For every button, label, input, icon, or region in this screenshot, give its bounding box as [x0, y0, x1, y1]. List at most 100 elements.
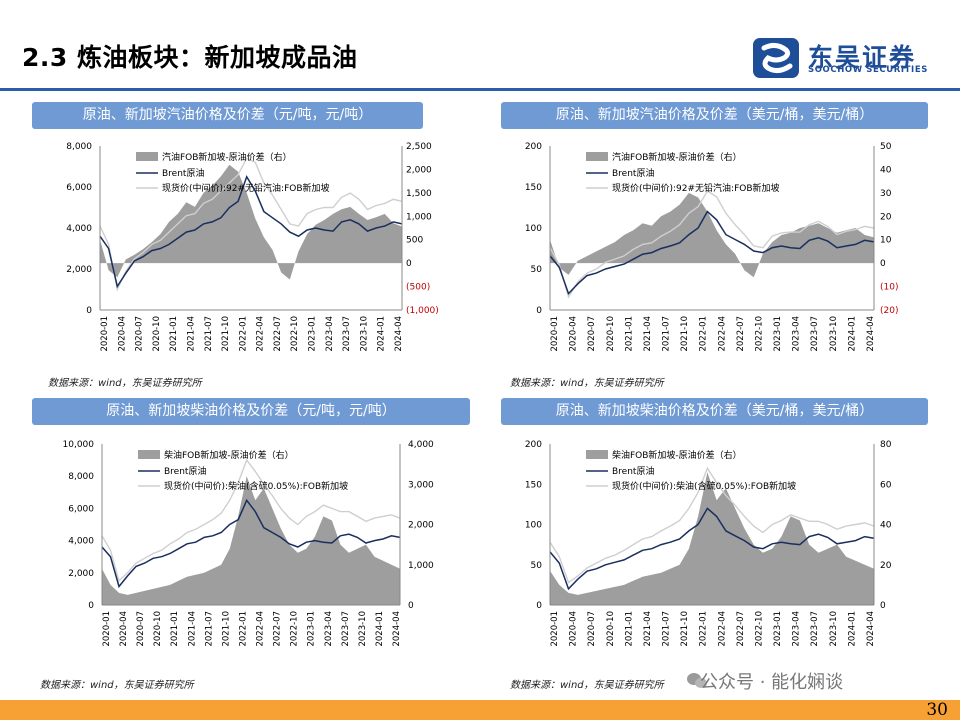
x-tick-label: 2022-10: [290, 316, 300, 352]
x-tick-label: 2021-07: [204, 611, 214, 647]
x-tick-label: 2020-10: [606, 611, 616, 647]
x-tick-label: 2022-10: [754, 611, 764, 647]
x-tick-label: 2020-10: [153, 611, 163, 647]
spread-area-series: [102, 476, 400, 605]
header-divider: [0, 88, 960, 91]
y-right-tick-label: 40: [880, 521, 892, 531]
x-tick-label: 2021-07: [662, 316, 672, 352]
y-left-tick-label: 2,000: [66, 265, 92, 275]
y-right-tick-label: 0: [880, 601, 886, 611]
y-left-tick-label: 4,000: [66, 224, 92, 234]
spread-area-series: [550, 192, 874, 278]
x-tick-label: 2021-10: [680, 316, 690, 352]
x-tick-label: 2022-01: [699, 316, 709, 352]
y-right-tick-label: 4,000: [408, 440, 434, 450]
x-tick-label: 2023-04: [792, 316, 802, 352]
gasoline-cny-chart: 8,000 6,000 4,000 2,000 0 2,500 2,000 1,500 1,00…: [66, 142, 439, 352]
spot-line-series: [99, 157, 403, 292]
legend-brent-label: Brent原油: [612, 167, 654, 179]
x-tick-label: 2022-07: [736, 316, 746, 352]
x-tick-label: 2020-04: [569, 611, 579, 647]
x-tick-label: 2023-04: [324, 611, 334, 647]
y-left-tick-label: 6,000: [68, 504, 94, 514]
x-tick-label: 2024-01: [375, 611, 385, 647]
x-tick-label: 2020-07: [136, 611, 146, 647]
y-right-tick-label: 2,000: [406, 165, 432, 175]
x-tick-label: 2022-07: [736, 611, 746, 647]
x-tick-label: 2021-04: [643, 611, 653, 647]
x-tick-label: 2021-01: [170, 611, 180, 647]
y-left-tick-label: 6,000: [66, 183, 92, 193]
legend-brent-label: Brent原油: [164, 465, 206, 477]
x-tick-label: 2022-04: [717, 316, 727, 352]
x-tick-label: 2021-10: [221, 611, 231, 647]
y-left-tick-label: 100: [525, 521, 542, 531]
company-logo: 东吴证券 SOOCHOW SECURITIES: [752, 36, 942, 80]
x-tick-label: 2022-10: [754, 316, 764, 352]
y-left-tick-label: 8,000: [66, 142, 92, 152]
y-left-tick-label: 8,000: [68, 472, 94, 482]
x-tick-label: 2021-04: [643, 316, 653, 352]
y-right-tick-label: 20: [880, 212, 892, 222]
x-tick-label: 2023-07: [810, 611, 820, 647]
panel-4-source: 数据来源：wind，东吴证券研究所: [510, 680, 664, 691]
x-tick-label: 2022-10: [290, 611, 300, 647]
legend-spread-swatch: [136, 152, 158, 161]
y-right-tick-label: 0: [408, 601, 414, 611]
x-tick-label: 2023-07: [342, 316, 352, 352]
x-tick-label: 2022-07: [273, 611, 283, 647]
y-left-tick-label: 200: [525, 142, 542, 152]
logo-chinese-name: 东吴证券: [808, 43, 917, 72]
spot-line-series: [549, 190, 875, 299]
y-right-tick-label: 20: [880, 561, 892, 571]
y-right-tick-label: (20): [880, 306, 898, 316]
y-right-tick-label: 3,000: [408, 480, 434, 490]
x-tick-label: 2022-01: [699, 611, 709, 647]
x-tick-label: 2022-04: [256, 611, 266, 647]
legend-spread-swatch: [586, 152, 608, 161]
legend-spread-label: 柴油FOB新加坡-原油价差（右）: [164, 449, 294, 461]
x-tick-label: 2021-04: [187, 611, 197, 647]
x-tick-label: 2020-10: [152, 316, 162, 352]
soochow-logo-icon: [753, 38, 799, 78]
y-right-tick-label: 0: [880, 259, 886, 269]
x-tick-label: 2024-01: [377, 316, 387, 352]
x-tick-label: 2024-04: [866, 611, 876, 647]
footer-bar: [0, 700, 960, 720]
y-right-tick-label: 2,000: [408, 521, 434, 531]
y-left-tick-label: 4,000: [68, 537, 94, 547]
legend-spread-label: 柴油FOB新加坡-原油价差（右）: [612, 449, 742, 461]
y-left-tick-label: 150: [525, 183, 542, 193]
x-tick-label: 2022-01: [238, 611, 248, 647]
x-tick-label: 2023-01: [307, 611, 317, 647]
y-left-tick-label: 150: [525, 480, 542, 490]
x-tick-label: 2020-04: [119, 611, 129, 647]
x-tick-label: 2024-01: [847, 316, 857, 352]
diesel-cny-chart: 10,000 8,000 6,000 4,000 2,000 0 4,000 3,000 2,0…: [63, 440, 435, 647]
x-tick-label: 2020-01: [550, 316, 560, 352]
x-tick-label: 2021-01: [624, 611, 634, 647]
panel-4-header: 原油、新加坡柴油价格及价差（美元/桶，美元/桶）: [501, 398, 928, 425]
x-tick-label: 2023-10: [358, 611, 368, 647]
x-tick-label: 2021-07: [204, 316, 214, 352]
y-right-tick-label: 80: [880, 440, 892, 450]
x-tick-label: 2020-07: [587, 611, 597, 647]
brent-line-series: [101, 498, 401, 589]
legend-spot-label: 现货价(中间价):92#无铅汽油:FOB新加坡: [612, 182, 780, 194]
y-left-tick-label: 0: [88, 601, 94, 611]
x-tick-label: 2023-01: [773, 316, 783, 352]
x-tick-label: 2023-07: [341, 611, 351, 647]
y-right-tick-label: 500: [406, 236, 423, 246]
spread-area-series: [100, 164, 402, 280]
legend-brent-label: Brent原油: [162, 167, 204, 179]
logo-english-name: SOOCHOW SECURITIES: [808, 65, 928, 75]
x-tick-label: 2023-07: [810, 316, 820, 352]
x-tick-label: 2022-07: [273, 316, 283, 352]
spot-line-series: [101, 458, 401, 583]
x-tick-label: 2021-10: [680, 611, 690, 647]
y-left-tick-label: 50: [531, 265, 543, 275]
x-tick-label: 2023-10: [829, 316, 839, 352]
x-tick-label: 2022-04: [256, 316, 266, 352]
